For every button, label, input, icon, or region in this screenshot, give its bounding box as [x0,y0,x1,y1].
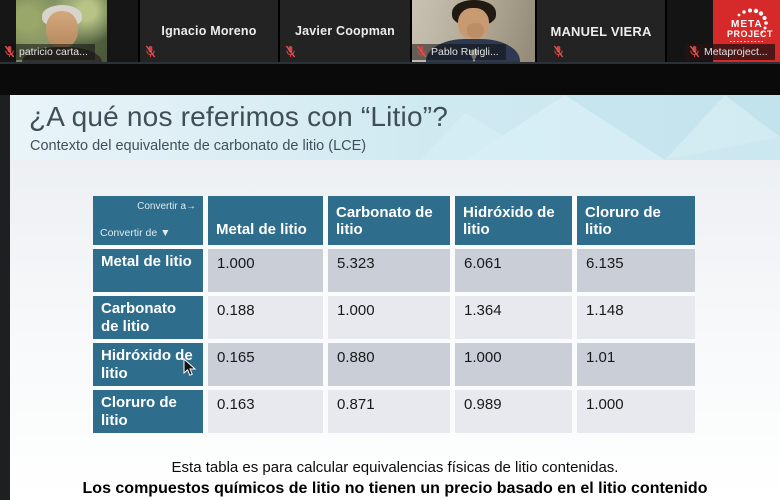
muted-mic-icon [4,45,15,58]
slide-subtitle: Contexto del equivalente de carbonato de… [30,138,367,154]
participant-tile-patricio[interactable]: patricio carta... [0,0,138,62]
mouse-cursor [183,358,197,376]
table-value: 0.871 [328,390,450,433]
table-value: 0.163 [208,390,323,433]
column-header: Hidróxido de litio [455,196,572,245]
participant-label: patricio carta... [0,44,95,60]
row-label: Carbonato de litio [93,296,203,339]
slide-header-band: ¿A qué nos referimos con “Litio”? Contex… [10,95,780,160]
table-value: 1.000 [208,249,323,292]
participant-name: patricio carta... [19,45,88,58]
slide-polygon-decoration [420,95,780,160]
muted-mic-icon [553,45,564,58]
screenshare-letterbox-top [0,64,780,95]
table-value: 1.148 [577,296,695,339]
convert-to-label: Convertir a→ [137,201,196,212]
convert-from-label: Convertir de ▼ [100,227,171,239]
row-label: Metal de litio [93,249,203,292]
participant-name: Ignacio Moreno [161,24,257,38]
svg-text:PROJECT: PROJECT [727,29,773,39]
slide-footnote: Esta tabla es para calcular equivalencia… [171,459,619,476]
muted-mic-icon [285,45,296,58]
participant-strip: patricio carta... Ignacio Moreno Javier … [0,0,780,64]
participant-name: Pablo Rutigli... [431,45,499,58]
table-value: 1.364 [455,296,572,339]
column-header: Cloruro de litio [577,196,695,245]
table-value: 1.000 [455,343,572,386]
muted-mic-icon [689,45,700,58]
table-value: 1.000 [328,296,450,339]
slide-title: ¿A qué nos referimos con “Litio”? [29,101,449,132]
metaproject-logo-art: META PROJECT [727,8,773,42]
participant-name: Metaproject... [704,45,768,58]
participant-name: MANUEL VIERA [550,23,652,39]
table-value: 6.061 [455,249,572,292]
table-corner-cell: Convertir a→ Convertir de ▼ [93,196,203,245]
table-value: 0.165 [208,343,323,386]
participant-tile-ignacio[interactable]: Ignacio Moreno [140,0,278,62]
column-header: Metal de litio [208,196,323,245]
participant-name: Javier Coopman [294,24,396,38]
table-value: 6.135 [577,249,695,292]
table-value: 1.000 [577,390,695,433]
column-header: Carbonato de litio [328,196,450,245]
participant-tile-metaproject[interactable]: META PROJECT Metaproject... [667,0,780,62]
table-value: 1.01 [577,343,695,386]
participant-tile-pablo[interactable]: Pablo Rutigli... [412,0,535,62]
muted-mic-icon [145,45,156,58]
table-value: 5.323 [328,249,450,292]
participant-label: Pablo Rutigli... [412,44,506,60]
table-value: 0.188 [208,296,323,339]
row-label: Cloruro de litio [93,390,203,433]
shared-slide: ¿A qué nos referimos con “Litio”? Contex… [10,95,780,500]
svg-text:META: META [731,19,763,30]
table-value: 0.989 [455,390,572,433]
muted-mic-icon [416,45,427,58]
participant-tile-javier[interactable]: Javier Coopman [280,0,410,62]
participant-tile-manuel[interactable]: MANUEL VIERA [537,0,665,62]
screenshare-letterbox-left [0,95,10,500]
table-value: 0.880 [328,343,450,386]
participant-label: Metaproject... [685,44,775,60]
conversion-table: Convertir a→ Convertir de ▼ Metal de lit… [93,196,695,433]
slide-footnote-bold: Los compuestos químicos de litio no tien… [82,480,708,497]
